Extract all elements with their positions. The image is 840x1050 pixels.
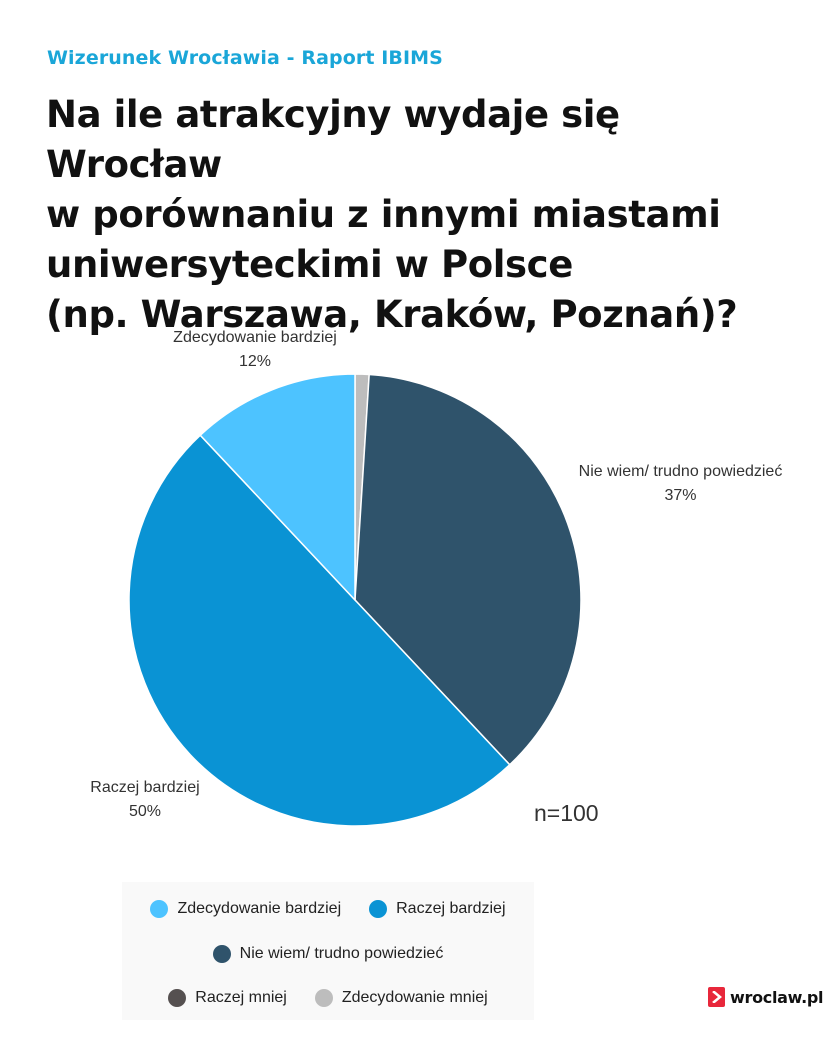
slice-label-value: 50%	[128, 803, 162, 820]
legend-item: Zdecydowanie bardziej	[150, 900, 341, 918]
legend-item: Nie wiem/ trudno powiedzieć	[212, 945, 444, 963]
slice-label-name: Zdecydowanie bardziej	[173, 329, 337, 346]
pie-slice-nie-wiem-trudno-powiedzieć	[354, 373, 582, 766]
legend-label: Zdecydowanie mniej	[341, 989, 488, 1006]
pie-chart	[128, 373, 582, 827]
title-line: w porównaniu z innymi miastami	[46, 193, 721, 236]
slice-label-value: 37%	[664, 487, 697, 504]
legend-item: Raczej mniej	[168, 989, 287, 1007]
legend-swatch	[369, 900, 388, 918]
legend-swatch	[168, 989, 187, 1007]
wroclaw-logo: wroclaw.pl	[708, 987, 824, 1007]
report-kicker: Wizerunek Wrocławia - Raport IBIMS	[47, 47, 443, 69]
legend-swatch	[212, 945, 231, 963]
page-title: Na ile atrakcyjny wydaje się Wrocław w p…	[46, 90, 806, 340]
pie-slice-raczej-bardziej	[128, 434, 511, 827]
title-line: uniwersyteckimi w Polsce	[46, 243, 573, 286]
legend-row: Zdecydowanie bardziej Raczej bardziej	[122, 900, 534, 918]
sample-size-note: n=100	[534, 800, 599, 826]
legend-swatch	[150, 900, 169, 918]
legend-item: Zdecydowanie mniej	[314, 989, 488, 1007]
chart-legend: Zdecydowanie bardziej Raczej bardziej Ni…	[122, 882, 534, 1020]
legend-row: Raczej mniej Zdecydowanie mniej	[122, 989, 534, 1007]
logo-text: wroclaw.pl	[730, 987, 824, 1007]
legend-item: Raczej bardziej	[369, 900, 506, 918]
slice-label-nie-wiem: Nie wiem/ trudno powiedzieć 37%	[558, 460, 803, 508]
legend-swatch	[314, 989, 333, 1007]
pie-slice-zdecydowanie-bardziej	[199, 373, 356, 602]
legend-row: Nie wiem/ trudno powiedzieć	[122, 945, 534, 963]
slice-label-zdecydowanie-bardziej: Zdecydowanie bardziej 12%	[160, 326, 350, 374]
slice-label-value: 12%	[238, 353, 272, 370]
legend-label: Zdecydowanie bardziej	[177, 900, 342, 917]
chevron-right-icon	[708, 987, 725, 1007]
legend-label: Raczej bardziej	[396, 900, 506, 917]
legend-label: Nie wiem/ trudno powiedzieć	[239, 945, 444, 962]
slice-label-name: Nie wiem/ trudno powiedzieć	[578, 463, 783, 480]
title-line: (np. Warszawa, Kraków, Poznań)?	[46, 293, 738, 336]
title-line: Na ile atrakcyjny wydaje się Wrocław	[46, 93, 620, 186]
slice-label-raczej-bardziej: Raczej bardziej 50%	[70, 776, 220, 824]
slice-label-name: Raczej bardziej	[90, 779, 200, 796]
legend-label: Raczej mniej	[195, 989, 287, 1006]
